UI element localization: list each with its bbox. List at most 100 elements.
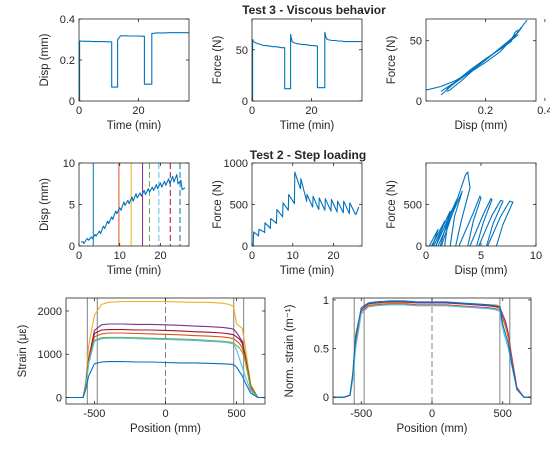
x-axis-label: Disp (mm) xyxy=(454,120,507,132)
plot-area-t3-fd xyxy=(426,19,528,96)
y-tick-label: 50 xyxy=(236,45,248,57)
y-tick-label: 0 xyxy=(242,96,248,108)
series-line xyxy=(79,32,189,101)
y-tick-label: 50 xyxy=(410,36,422,48)
x-tick-label: 5 xyxy=(478,250,484,262)
x-tick-label: 0 xyxy=(249,105,255,117)
y-tick-label: 1000 xyxy=(224,158,248,170)
chart-t3-force: 0 20 0 50 Time (min) Force (N) xyxy=(212,18,363,132)
x-tick-label: 0 xyxy=(76,105,82,117)
y-tick-label: 0.5 xyxy=(314,344,329,356)
x-tick-label: 20 xyxy=(132,105,144,117)
series-line xyxy=(333,304,531,398)
axes-box xyxy=(425,18,537,102)
y-tick-label: 0.2 xyxy=(60,55,75,67)
plot-area-t2-fd xyxy=(428,171,514,246)
y-tick-label: 1 xyxy=(323,295,329,307)
series-line xyxy=(66,300,265,399)
series-line xyxy=(446,19,528,90)
y-tick-label: 0 xyxy=(56,393,62,405)
plot-area-t3-force xyxy=(252,31,362,101)
x-tick-label: 0.4 xyxy=(537,105,550,117)
y-tick-label: 0 xyxy=(242,241,248,253)
series-line xyxy=(469,198,493,246)
x-axis-label: Time (min) xyxy=(107,120,162,132)
chart-norm: -500 0 500 0 0.5 1 Position (mm) Norm. strain (… xyxy=(284,295,532,435)
axes-box xyxy=(251,18,363,102)
y-tick-label: 0.4 xyxy=(60,14,75,26)
x-tick-label: 500 xyxy=(227,408,245,420)
plot-area-strain xyxy=(66,298,265,404)
x-tick-label: 10 xyxy=(530,250,542,262)
x-axis-label: Disp (mm) xyxy=(454,265,507,277)
axes-box xyxy=(78,162,190,247)
x-tick-label: 20 xyxy=(327,250,339,262)
y-tick-label: 500 xyxy=(404,200,422,212)
y-tick-label: 5 xyxy=(69,200,75,212)
chart-t2-force: 0 10 20 0 500 1000 Time (min) Force (N) xyxy=(212,158,363,277)
series-line xyxy=(252,31,362,101)
y-tick-label: 0 xyxy=(416,96,422,108)
series-line xyxy=(440,171,471,246)
x-tick-label: 10 xyxy=(287,250,299,262)
chart-t2-fd: 0 5 10 0 500 Disp (mm) Force (N) xyxy=(386,162,542,277)
x-tick-label: -500 xyxy=(350,408,372,420)
series-line xyxy=(66,337,265,399)
x-tick-label: 20 xyxy=(305,105,317,117)
y-tick-label: 1000 xyxy=(38,349,62,361)
y-axis-label: Strain (με) xyxy=(17,325,29,378)
x-tick-label: -500 xyxy=(83,408,105,420)
series-line xyxy=(435,198,458,246)
y-tick-label: 0 xyxy=(416,241,422,253)
series-line xyxy=(478,199,504,246)
y-axis-label: Force (N) xyxy=(212,36,224,85)
x-tick-label: 0 xyxy=(76,250,82,262)
series-line xyxy=(426,29,519,91)
chart-t2-disp: 0 10 20 0 5 10 Time (min) Disp (mm) xyxy=(39,158,190,277)
y-axis-label: Force (N) xyxy=(212,180,224,229)
x-tick-label: 0 xyxy=(429,408,435,420)
y-axis-label: Disp (mm) xyxy=(39,178,51,231)
y-tick-label: 10 xyxy=(63,158,75,170)
x-tick-label: 0 xyxy=(162,408,168,420)
y-axis-label: Norm. strain (m⁻¹) xyxy=(284,304,296,397)
x-axis-label: Position (mm) xyxy=(130,423,201,435)
series-line xyxy=(81,174,186,245)
series-line xyxy=(66,361,265,399)
series-line xyxy=(252,171,360,246)
x-tick-label: 0 xyxy=(423,250,429,262)
plot-area-t2-disp xyxy=(81,163,186,246)
chart-strain: -500 0 500 0 1000 2000 Position (mm) Strain (με… xyxy=(17,297,266,435)
x-tick-label: 20 xyxy=(154,250,166,262)
chart-t3-disp: 0 20 0 0.2 0.4 Time (min) Disp (mm) xyxy=(39,14,190,132)
y-tick-label: 0 xyxy=(69,241,75,253)
x-tick-label: 0.2 xyxy=(478,105,493,117)
y-tick-label: 500 xyxy=(230,200,248,212)
y-axis-label: Force (N) xyxy=(386,36,398,85)
title-test3: Test 3 - Viscous behavior xyxy=(242,3,386,17)
axes-box xyxy=(425,162,537,247)
plot-area-t2-force xyxy=(252,171,360,246)
chart-t3-fd: 0.2 0.4 0 50 Disp (mm) Force (N) xyxy=(386,18,550,132)
x-axis-label: Time (min) xyxy=(280,120,335,132)
plot-area-t3-disp xyxy=(79,32,189,101)
y-tick-label: 0 xyxy=(69,96,75,108)
x-axis-label: Time (min) xyxy=(107,265,162,277)
y-axis-label: Force (N) xyxy=(386,180,398,229)
x-axis-label: Time (min) xyxy=(280,265,335,277)
y-tick-label: 2000 xyxy=(38,306,62,318)
x-tick-label: 500 xyxy=(494,408,512,420)
y-tick-label: 0 xyxy=(323,392,329,404)
series-line xyxy=(431,220,446,246)
x-tick-label: 0 xyxy=(249,250,255,262)
x-tick-label: 10 xyxy=(114,250,126,262)
plot-area-norm xyxy=(333,298,531,404)
series-line xyxy=(458,195,482,246)
x-axis-label: Position (mm) xyxy=(397,423,468,435)
series-line xyxy=(333,300,531,398)
title-test2: Test 2 - Step loading xyxy=(250,148,366,162)
y-axis-label: Disp (mm) xyxy=(39,33,51,86)
axes-box xyxy=(78,18,190,102)
series-line xyxy=(487,200,514,246)
